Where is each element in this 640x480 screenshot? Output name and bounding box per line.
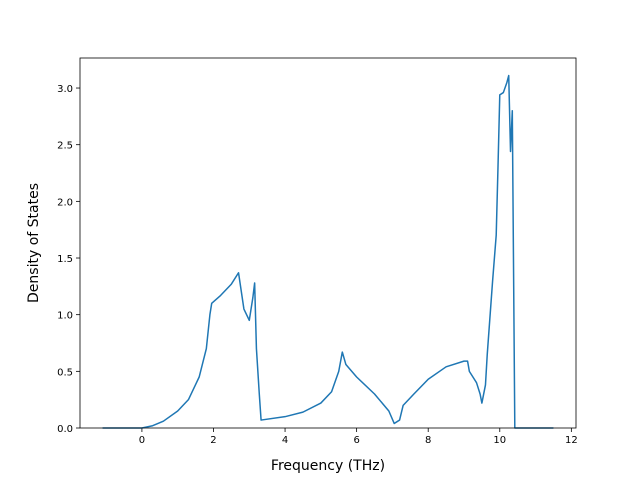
plot-frame bbox=[79, 57, 577, 429]
x-tick-label: 8 bbox=[425, 435, 431, 446]
y-tick-label: 1.5 bbox=[57, 254, 73, 265]
x-axis-label: Frequency (THz) bbox=[271, 458, 385, 474]
x-tick-label: 10 bbox=[493, 435, 506, 446]
y-tick-label: 2.5 bbox=[57, 141, 73, 152]
x-tick-label: 2 bbox=[210, 435, 216, 446]
line bbox=[102, 74, 554, 429]
x-tick-label: 0 bbox=[139, 435, 145, 446]
y-tick-label: 2.0 bbox=[57, 197, 73, 208]
y-tick-label: 3.0 bbox=[57, 84, 73, 95]
y-tick-label: 0.5 bbox=[57, 367, 73, 378]
y-tick-label: 1.0 bbox=[57, 311, 73, 322]
y-tick-label: 0.0 bbox=[57, 424, 73, 435]
x-tick-label: 12 bbox=[565, 435, 578, 446]
y-axis-label: Density of States bbox=[26, 183, 42, 303]
x-tick-label: 6 bbox=[353, 435, 359, 446]
x-tick-label: 4 bbox=[282, 435, 288, 446]
